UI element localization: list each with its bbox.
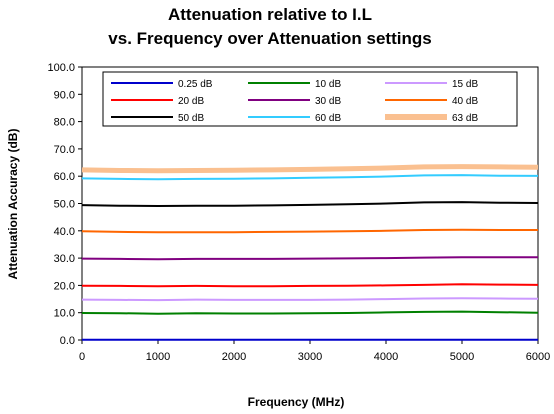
- x-tick-label: 3000: [298, 351, 322, 363]
- y-tick-label: 80.0: [54, 117, 75, 129]
- series-line-15-db: [81, 297, 539, 302]
- x-tick-label: 6000: [526, 351, 550, 363]
- y-axis: 0.0 10.0 20.0 30.0 40.0 50.0 60.0 70.0 80.0 90.0 1…: [47, 62, 82, 347]
- y-tick-label: 40.0: [54, 226, 75, 238]
- chart-title-line-1: Attenuation relative to I.L: [168, 5, 372, 24]
- y-tick-label: 20.0: [54, 280, 75, 292]
- legend-label: 60 dB: [315, 113, 341, 124]
- y-tick-label: 90.0: [54, 89, 75, 101]
- series-line-30-db: [81, 256, 538, 261]
- x-axis: 0 1000 2000 3000 4000 5000 6000: [79, 340, 550, 363]
- legend-label: 20 dB: [178, 96, 204, 107]
- series-line-40-db: [81, 228, 538, 234]
- y-tick-label: 50.0: [54, 199, 75, 211]
- x-axis-title: Frequency (MHz): [248, 395, 345, 409]
- series-line-50-db: [81, 201, 539, 207]
- x-tick-label: 2000: [222, 351, 246, 363]
- chart-title-line-2: vs. Frequency over Attenuation settings: [108, 29, 431, 48]
- legend-label: 0.25 dB: [178, 79, 213, 90]
- y-tick-label: 60.0: [54, 171, 75, 183]
- legend: 0.25 dB 10 dB 15 dB 20 dB 30 dB 40 dB 50 dB 60 …: [102, 71, 518, 127]
- y-tick-label: 0.0: [60, 335, 75, 347]
- y-tick-label: 10.0: [54, 308, 75, 320]
- y-tick-label: 100.0: [47, 62, 75, 74]
- legend-label: 50 dB: [178, 113, 204, 124]
- legend-label: 10 dB: [315, 79, 341, 90]
- y-tick-label: 70.0: [54, 144, 75, 156]
- series-line-63-db: [81, 164, 539, 174]
- legend-label: 30 dB: [315, 96, 341, 107]
- series-line-10-db: [81, 310, 539, 315]
- legend-label: 63 dB: [452, 113, 478, 124]
- legend-label: 15 dB: [452, 79, 478, 90]
- x-tick-label: 0: [79, 351, 85, 363]
- series-line-60-db: [81, 174, 539, 181]
- x-tick-label: 1000: [146, 351, 170, 363]
- series-lines: [81, 164, 539, 341]
- legend-label: 40 dB: [452, 96, 478, 107]
- y-tick-label: 30.0: [54, 253, 75, 265]
- x-tick-label: 4000: [374, 351, 398, 363]
- series-line-20-db: [81, 283, 539, 288]
- x-tick-label: 5000: [450, 351, 474, 363]
- y-axis-title: Attenuation Accuracy (dB): [6, 129, 20, 280]
